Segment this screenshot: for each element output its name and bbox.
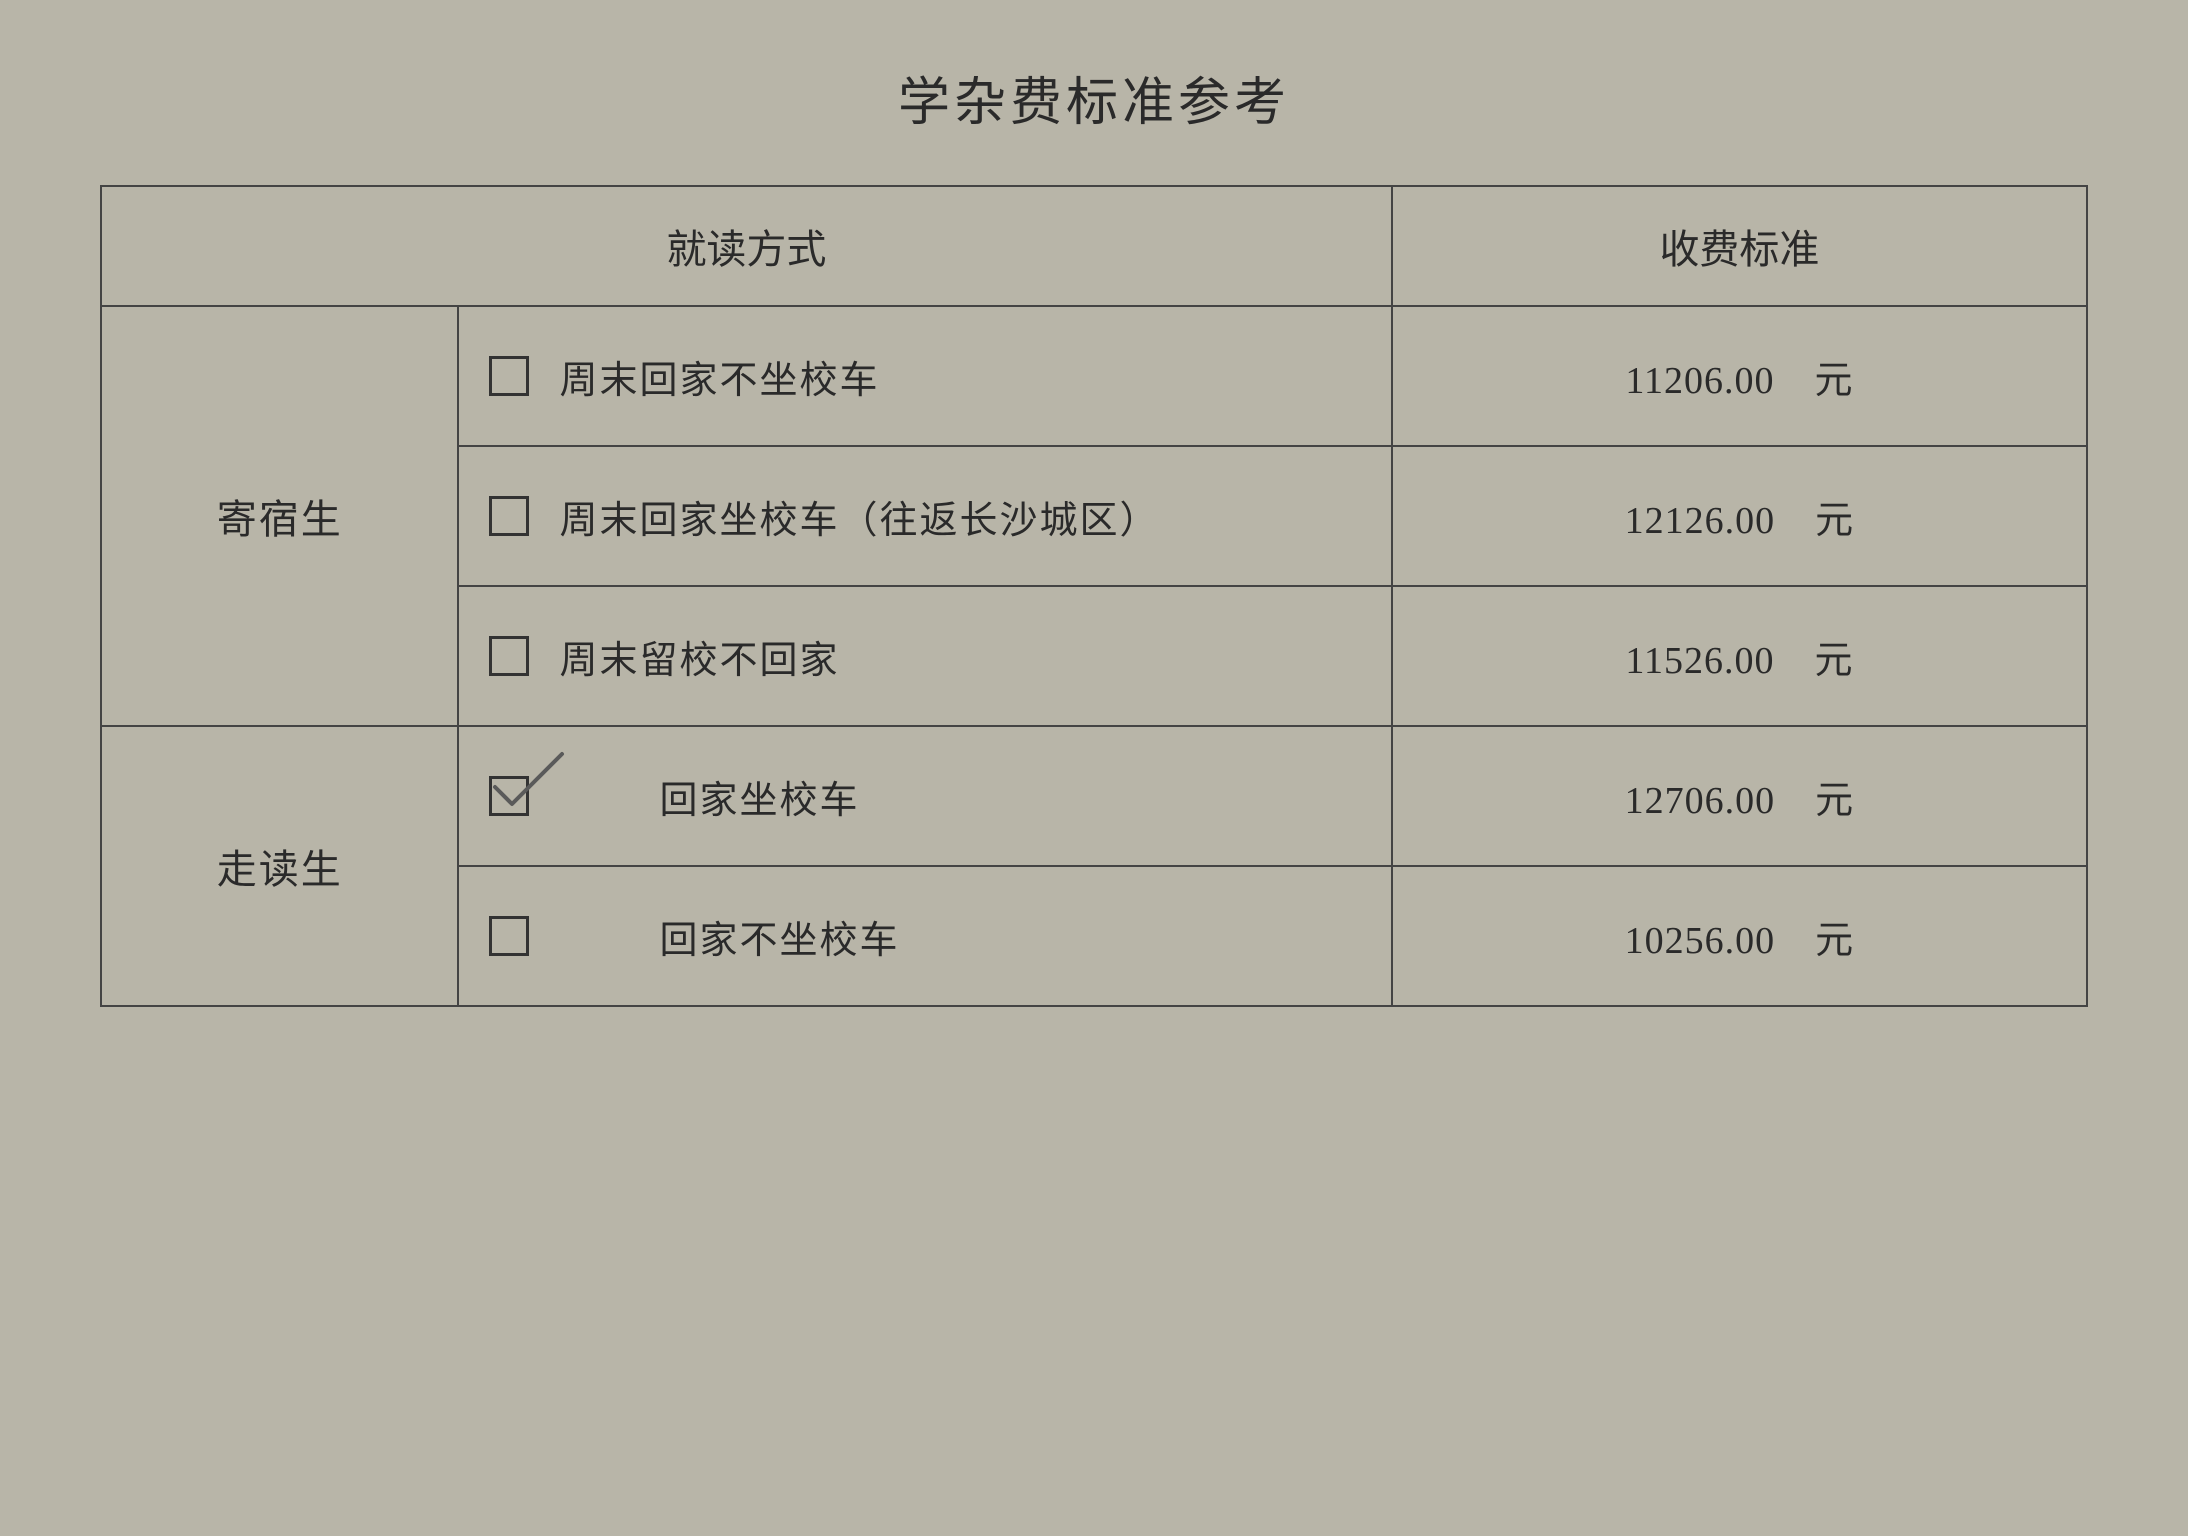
fee-cell: 12706.00 元 <box>1392 726 2087 866</box>
category-boarding: 寄宿生 <box>101 306 458 726</box>
option-cell: 周末回家不坐校车 <box>458 306 1391 446</box>
fee-cell: 11526.00 元 <box>1392 586 2087 726</box>
option-cell: 周末回家坐校车（往返长沙城区） <box>458 446 1391 586</box>
option-label: 周末留校不回家 <box>559 629 839 684</box>
fee-cell: 11206.00 元 <box>1392 306 2087 446</box>
checkmark-icon <box>490 749 570 819</box>
currency-unit: 元 <box>1815 920 1854 962</box>
currency-unit: 元 <box>1814 360 1853 402</box>
table-row: 寄宿生 周末回家不坐校车 11206.00元 <box>101 306 2087 446</box>
header-method: 就读方式 <box>101 186 1392 306</box>
checkbox-boarding-2[interactable] <box>489 636 529 676</box>
fee-value: 11526.00 <box>1625 640 1774 682</box>
checkbox-boarding-1[interactable] <box>489 496 529 536</box>
option-cell: 回家坐校车 <box>458 726 1391 866</box>
option-cell: 回家不坐校车 <box>458 866 1391 1006</box>
fee-value: 11206.00 <box>1625 360 1774 402</box>
option-label: 周末回家坐校车（往返长沙城区） <box>559 489 1159 544</box>
page-title: 学杂费标准参考 <box>100 60 2088 135</box>
category-day: 走读生 <box>101 726 458 1006</box>
table-row: 走读生 回家坐校车 12706.00元 <box>101 726 2087 866</box>
currency-unit: 元 <box>1815 780 1854 822</box>
fee-value: 12126.00 <box>1625 500 1776 542</box>
checkbox-day-0[interactable] <box>489 776 529 816</box>
option-label: 回家不坐校车 <box>659 909 899 964</box>
option-label: 回家坐校车 <box>659 769 859 824</box>
fee-table: 就读方式 收费标准 寄宿生 周末回家不坐校车 11206.00 元 周末回家坐校车… <box>100 185 2088 1007</box>
option-label: 周末回家不坐校车 <box>559 349 879 404</box>
checkbox-day-1[interactable] <box>489 916 529 956</box>
currency-unit: 元 <box>1815 500 1854 542</box>
fee-cell: 10256.00 元 <box>1392 866 2087 1006</box>
currency-unit: 元 <box>1814 640 1853 682</box>
fee-cell: 12126.00 元 <box>1392 446 2087 586</box>
checkbox-boarding-0[interactable] <box>489 356 529 396</box>
table-header-row: 就读方式 收费标准 <box>101 186 2087 306</box>
fee-value: 10256.00 <box>1625 920 1776 962</box>
fee-value: 12706.00 <box>1625 780 1776 822</box>
header-fee: 收费标准 <box>1392 186 2087 306</box>
option-cell: 周末留校不回家 <box>458 586 1391 726</box>
